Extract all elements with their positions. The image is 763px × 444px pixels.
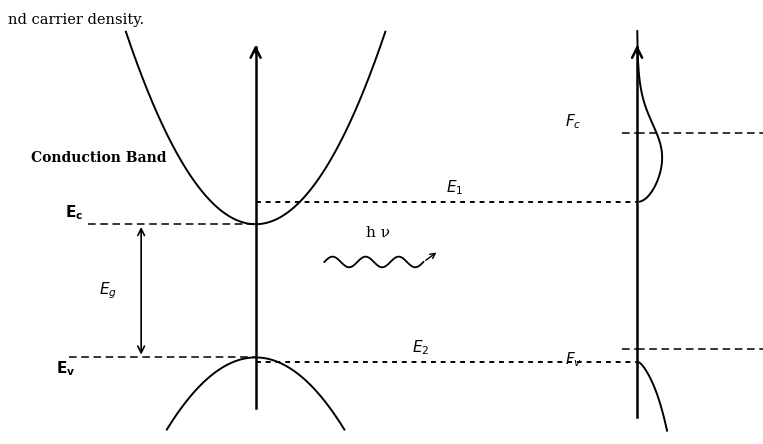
Text: Conduction Band: Conduction Band <box>31 151 166 165</box>
Text: $F_v$: $F_v$ <box>565 351 582 369</box>
Text: $E_2$: $E_2$ <box>412 338 430 357</box>
Text: $E_g$: $E_g$ <box>99 281 118 301</box>
Text: h ν: h ν <box>365 226 390 240</box>
Text: $E_1$: $E_1$ <box>446 178 464 197</box>
Text: $F_c$: $F_c$ <box>565 112 581 131</box>
Text: nd carrier density.: nd carrier density. <box>8 13 143 28</box>
Text: $\mathbf{E_c}$: $\mathbf{E_c}$ <box>65 204 83 222</box>
Text: $\mathbf{E_v}$: $\mathbf{E_v}$ <box>56 360 75 378</box>
